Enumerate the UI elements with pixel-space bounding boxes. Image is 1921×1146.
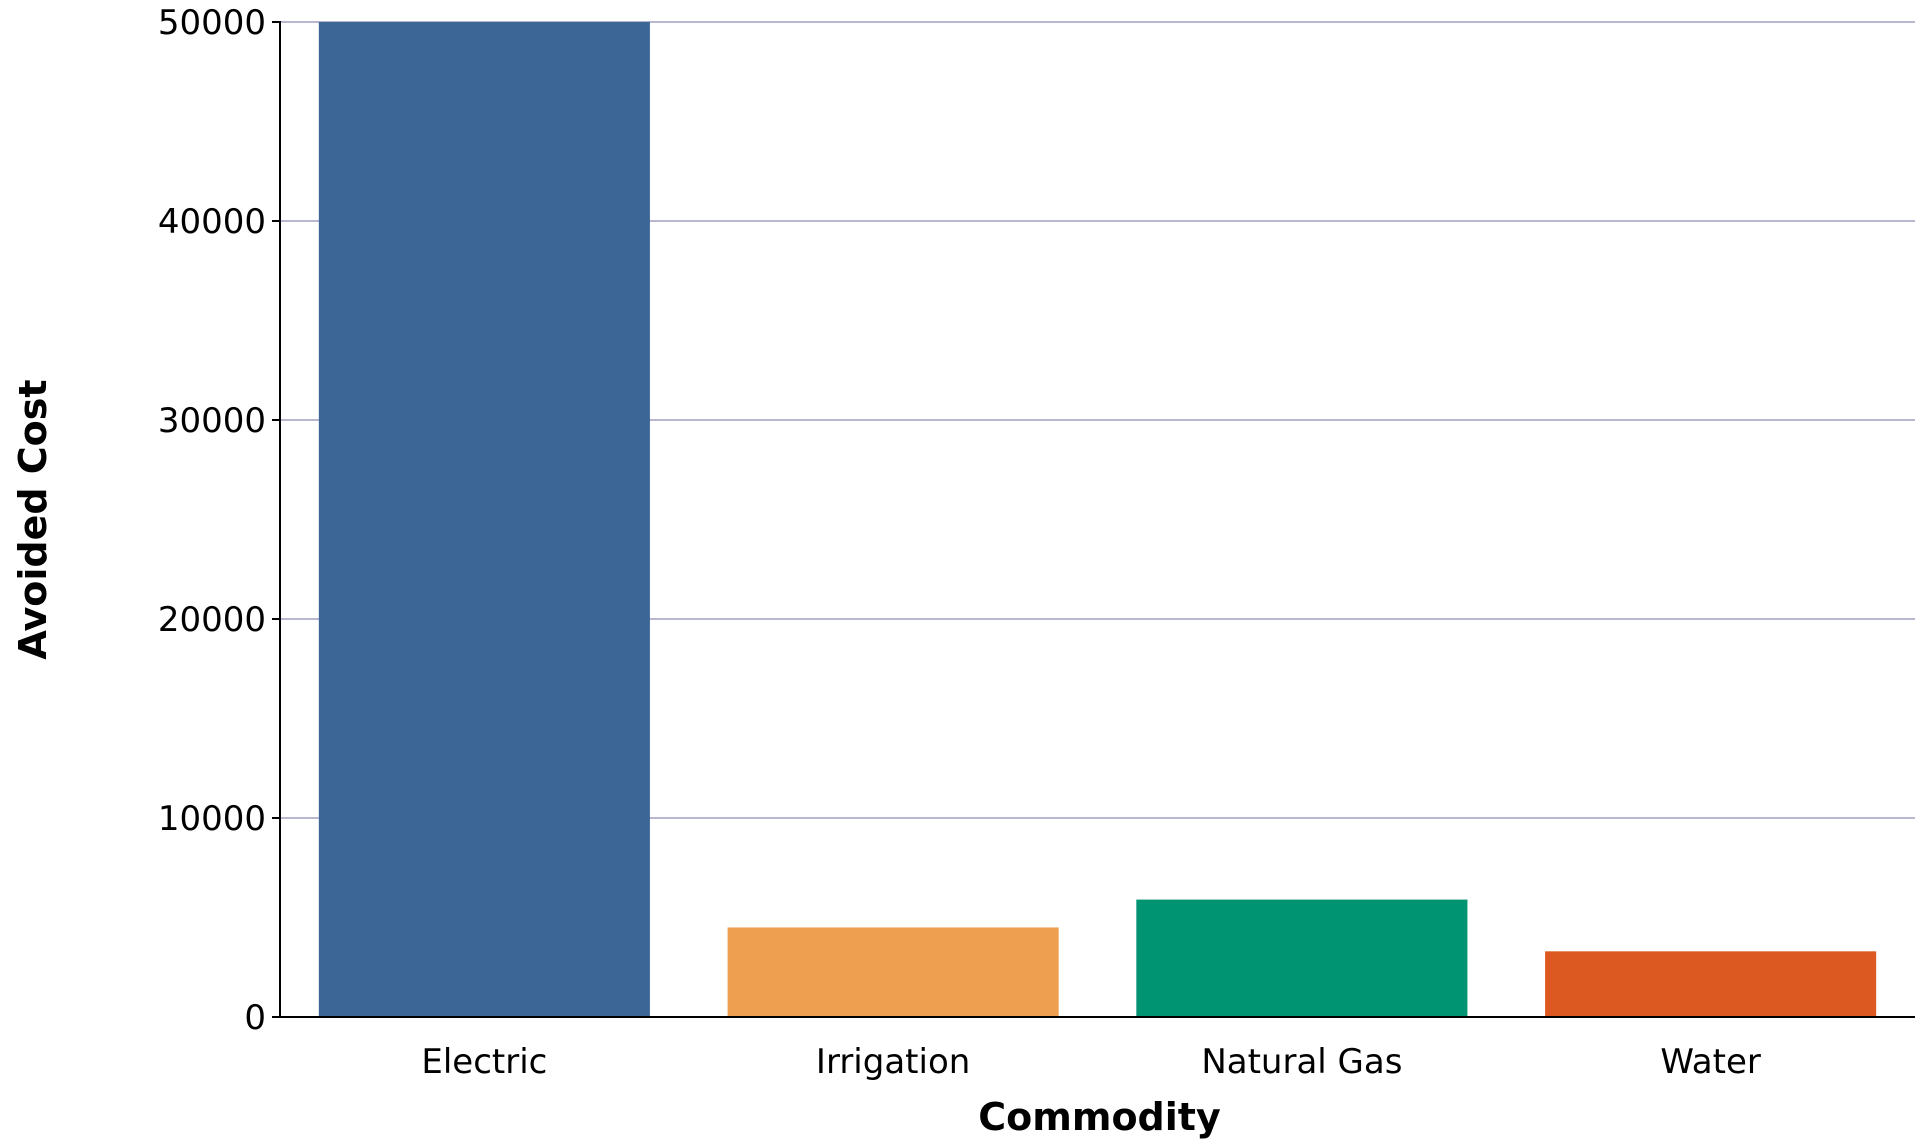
bars — [318, 22, 1877, 1017]
y-tick-labels: 0 10000 20000 30000 40000 50000 — [158, 3, 266, 1038]
x-tick-label: Natural Gas — [1201, 1042, 1402, 1082]
bar-irrigation — [727, 927, 1059, 1017]
bar-natural-gas — [1136, 899, 1468, 1017]
x-tick-labels: Electric Irrigation Natural Gas Water — [421, 1042, 1761, 1082]
axes — [272, 21, 1915, 1018]
y-tick-label: 30000 — [158, 401, 266, 441]
x-tick-label: Electric — [421, 1042, 547, 1082]
bar-electric — [318, 22, 650, 1017]
y-tick-label: 50000 — [158, 3, 266, 43]
bar-water — [1545, 951, 1877, 1017]
y-tick-label: 10000 — [158, 799, 266, 839]
y-tick-label: 0 — [244, 998, 266, 1038]
y-tick-label: 20000 — [158, 600, 266, 640]
x-axis-title: Commodity — [978, 1095, 1221, 1139]
x-tick-label: Water — [1660, 1042, 1761, 1082]
x-tick-label: Irrigation — [816, 1042, 970, 1082]
y-axis-title: Avoided Cost — [11, 379, 55, 659]
y-tick-label: 40000 — [158, 202, 266, 242]
